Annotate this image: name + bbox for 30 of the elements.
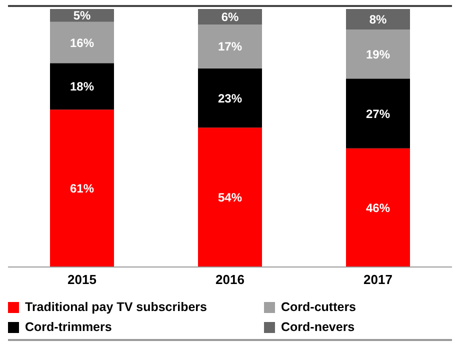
data-label: 23%: [218, 91, 242, 106]
data-label: 16%: [70, 36, 94, 50]
bar: [346, 148, 410, 267]
bar: [50, 63, 114, 110]
bar: [198, 24, 262, 68]
data-label: 61%: [70, 182, 94, 196]
data-label: 6%: [221, 10, 239, 24]
data-label: 54%: [218, 190, 242, 205]
x-tick-label: 2017: [364, 272, 392, 288]
data-label: 19%: [366, 47, 390, 62]
bar: [346, 30, 410, 79]
bar: [346, 78, 410, 148]
legend-label: Cord-cutters: [281, 300, 356, 314]
data-label: 18%: [70, 80, 94, 94]
data-label: 46%: [366, 200, 390, 215]
bar: [198, 128, 262, 267]
bar: [50, 22, 114, 64]
data-label: 27%: [366, 106, 390, 121]
x-tick-label: 2016: [216, 272, 244, 288]
data-label: 17%: [218, 40, 242, 54]
bar: [198, 9, 262, 24]
data-label: 8%: [369, 12, 387, 27]
bar: [346, 9, 410, 30]
legend-label: Cord-nevers: [281, 320, 355, 334]
bar: [198, 68, 262, 128]
data-label: 5%: [73, 8, 91, 23]
legend-label: Traditional pay TV subscribers: [25, 300, 208, 314]
bar: [50, 110, 114, 267]
x-tick-label: 2015: [68, 272, 96, 288]
legend-label: Cord-trimmers: [25, 320, 112, 334]
